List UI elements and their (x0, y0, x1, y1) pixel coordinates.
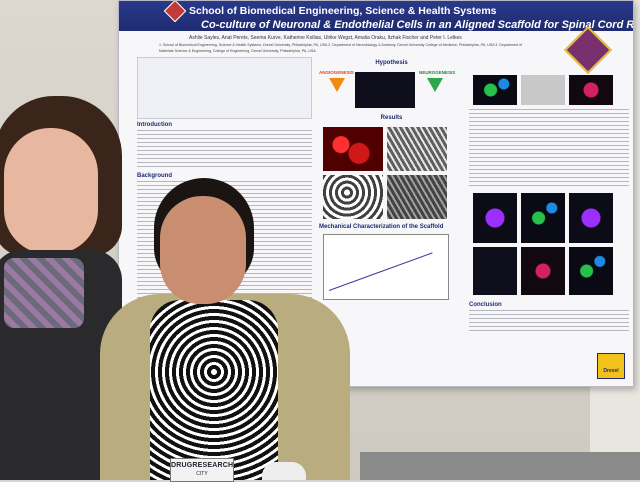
neurogenesis-arrow-icon (427, 78, 443, 92)
name-badge: DRUGRESEARCH CITY (170, 458, 234, 482)
spinal-cord-diagram (137, 57, 312, 119)
results-micrographs (319, 123, 464, 221)
fluorescence-image-1 (473, 75, 517, 105)
person-left-scarf (4, 258, 84, 328)
shelf (360, 452, 640, 480)
section-heading-mechanical: Mechanical Characterization of the Scaff… (319, 224, 444, 230)
section-heading-conclusion: Conclusion (469, 302, 502, 308)
coculture-grid (469, 189, 629, 299)
section-heading-results: Results (380, 115, 403, 121)
angiogenesis-arrow-icon (329, 78, 345, 92)
mechanical-graph (319, 232, 464, 302)
coculture-image-4 (473, 247, 517, 295)
coculture-image-6 (569, 247, 613, 295)
drexel-logo-text: Drexel (603, 368, 619, 374)
person-right-patterned-top (150, 300, 278, 480)
coculture-image-5 (521, 247, 565, 295)
badge-line-2: CITY (196, 471, 208, 477)
person-left-face (4, 128, 98, 254)
coculture-image-3 (569, 193, 613, 243)
hypothesis-figure: ANGIOGENESIS NEUROGENESIS (319, 68, 464, 112)
fluorescence-image-2 (521, 75, 565, 105)
drexel-logo-icon: Drexel (597, 353, 625, 379)
cell-images-top (469, 57, 629, 109)
affiliation-line-2: Materials Science & Engineering, College… (159, 49, 316, 53)
neurogenesis-label: NEUROGENESIS (419, 70, 456, 75)
author-list: Ashlie Sayles, Anat Perets, Seema Kurve,… (189, 35, 462, 41)
poster-column-right: Conclusion (469, 57, 629, 332)
right-column-charts (469, 109, 629, 189)
section-heading-background: Background (137, 173, 173, 179)
coculture-image-2 (521, 193, 565, 243)
conclusion-text (469, 310, 629, 332)
section-heading-introduction: Introduction (137, 122, 172, 128)
micrograph-fibers (387, 127, 447, 171)
introduction-text (137, 130, 312, 170)
affiliation-line-1: 1. School of Biomedical Engineering, Sci… (159, 43, 523, 47)
micrograph-cells (323, 127, 383, 171)
fluorescence-image-3 (569, 75, 613, 105)
coculture-image-1 (473, 193, 517, 243)
micrograph-aligned (387, 175, 447, 219)
angiogenesis-label: ANGIOGENESIS (319, 70, 354, 75)
school-title: School of Biomedical Engineering, Scienc… (189, 5, 497, 17)
badge-line-1: DRUGRESEARCH (171, 462, 234, 469)
person-right-face (160, 196, 246, 304)
poster-header: School of Biomedical Engineering, Scienc… (119, 1, 633, 31)
school-logo-icon (163, 1, 187, 23)
poster-title: Co-culture of Neuronal & Endothelial Cel… (201, 19, 634, 31)
stress-strain-plot (323, 234, 449, 300)
cup (262, 462, 306, 480)
scaffold-image (355, 72, 415, 108)
section-heading-hypothesis: Hypothesis (375, 60, 408, 66)
poster-column-middle: Hypothesis ANGIOGENESIS NEUROGENESIS Res… (319, 57, 464, 302)
micrograph-mesh (323, 175, 383, 219)
